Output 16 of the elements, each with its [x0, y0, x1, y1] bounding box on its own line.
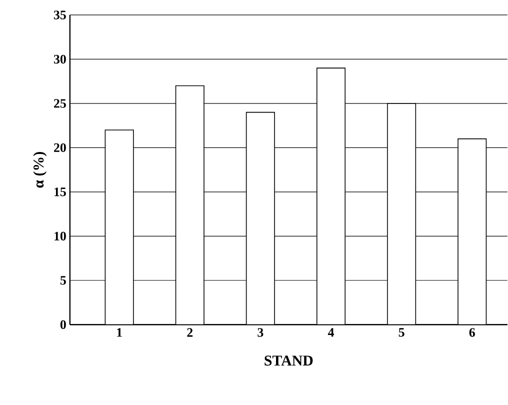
y-tick-label: 25 — [54, 99, 66, 108]
x-axis-title: STAND — [264, 356, 313, 366]
y-tick-label: 35 — [54, 10, 66, 20]
y-tick-label: 20 — [54, 144, 66, 152]
x-tick-label: 5 — [398, 328, 404, 337]
x-tick-label: 1 — [117, 328, 122, 337]
y-tick-label: 10 — [54, 232, 66, 241]
x-tick-label: 4 — [328, 328, 334, 337]
y-tick-label: 30 — [54, 55, 66, 64]
x-tick-label: 2 — [187, 328, 193, 337]
x-tick-label: 6 — [469, 328, 475, 338]
y-axis-title: α (%) — [33, 152, 47, 188]
y-tick-label: 15 — [54, 188, 66, 196]
y-tick-label: 0 — [60, 320, 66, 330]
y-tick-label: 5 — [60, 276, 66, 285]
x-tick-label: 3 — [258, 328, 264, 338]
